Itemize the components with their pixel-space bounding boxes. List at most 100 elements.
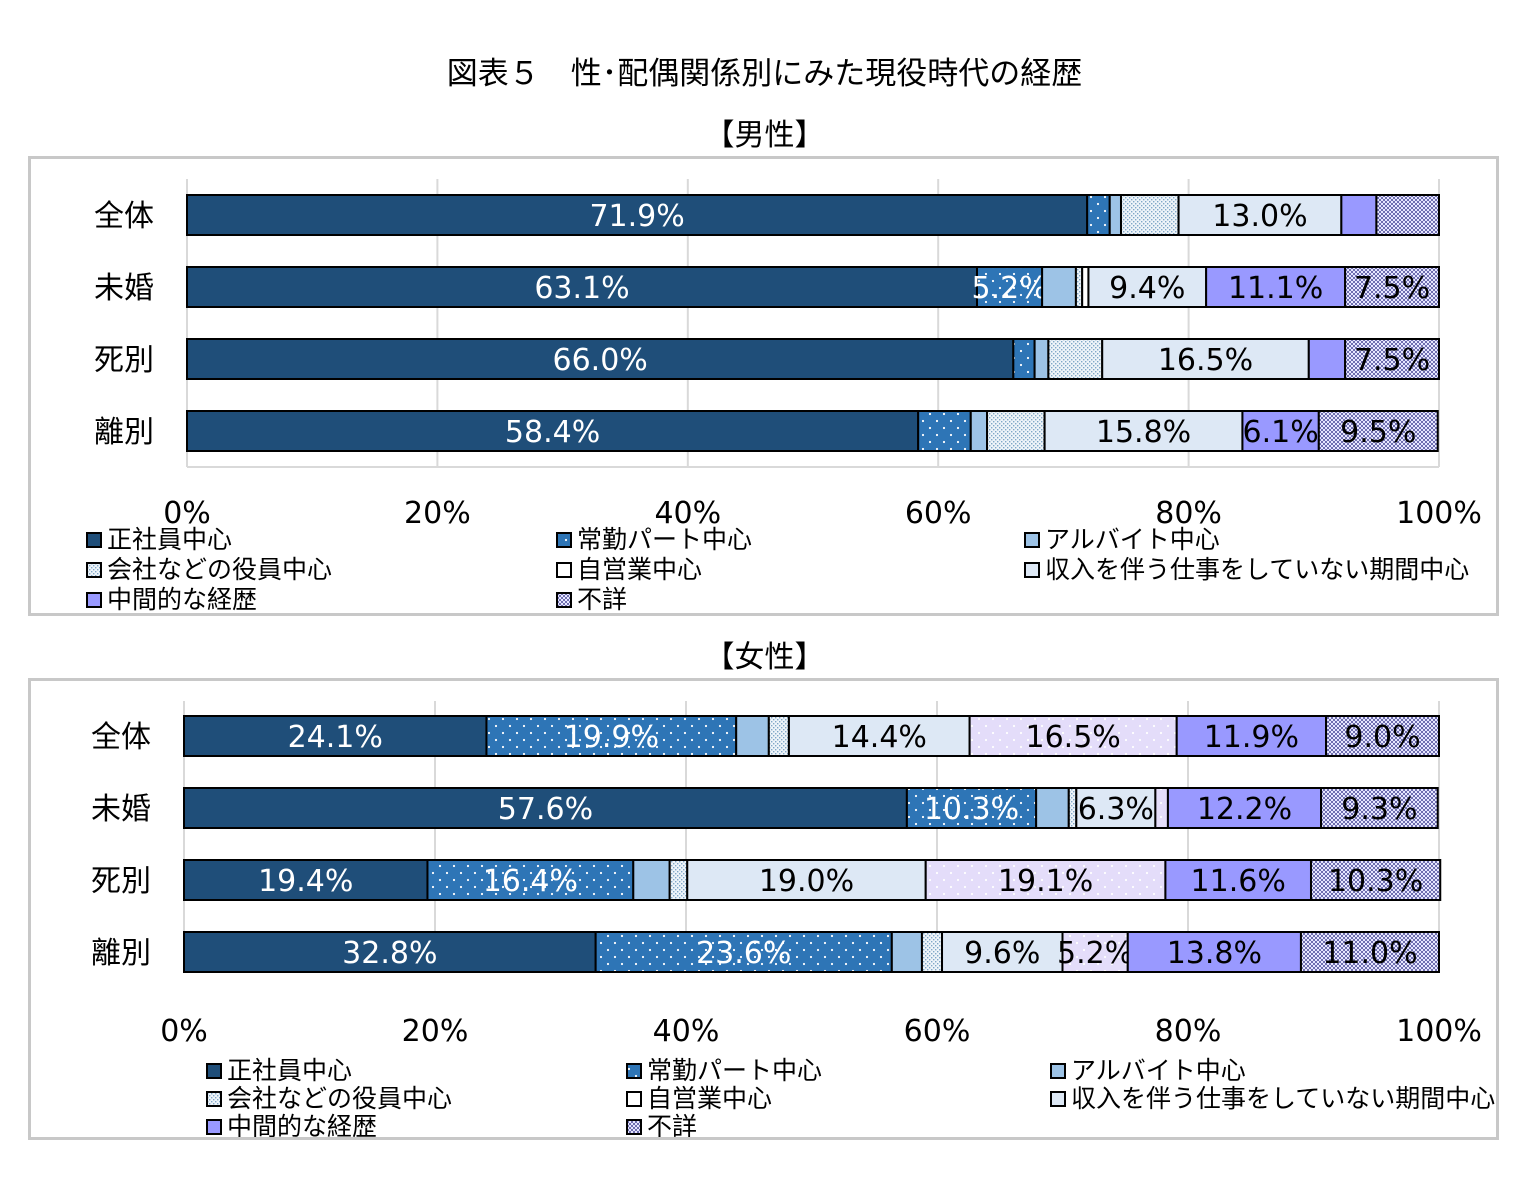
category-label: 未婚 [91,792,151,827]
data-label: 57.6% [498,792,593,827]
data-label: 6.1% [1243,415,1319,450]
bar-segment [1299,931,1440,973]
data-label: 6.3% [1078,792,1154,827]
legend-swatch [556,562,572,578]
data-label: 16.5% [1026,720,1121,755]
category-label: 死別 [94,343,154,378]
bar-segment [183,859,429,901]
legend-label: 収入を伴う仕事をしていない期間中心 [1071,1084,1495,1113]
bar-segment [1375,194,1441,236]
x-tick-label: 60% [905,496,972,531]
legend-label: 中間的な経歴 [107,585,257,613]
legend-label: 会社などの役員中心 [227,1084,452,1113]
legend-swatch [626,1063,642,1079]
bar-segment [1067,787,1078,829]
bar-segment [1320,787,1439,829]
bar-segment [1012,338,1036,380]
data-label: 66.0% [553,343,648,378]
legend-swatch [1024,562,1040,578]
bar-segment [968,715,1178,757]
category-label: 死別 [91,864,151,899]
bar-segment [1325,715,1441,757]
data-label: 16.4% [483,864,578,899]
data-label: 19.0% [759,864,854,899]
legend-swatch [1050,1091,1066,1107]
male-chart-title: 【男性】 [704,118,825,153]
bar-segment [920,931,944,973]
bar-segment [1041,266,1077,308]
x-tick-label: 20% [402,1014,469,1049]
bar-segment [1035,787,1070,829]
bar-segment [1307,338,1347,380]
bar-segment [1108,194,1122,236]
x-tick-label: 60% [904,1014,971,1049]
legend-label: 常勤パート中心 [577,525,752,554]
data-label: 15.8% [1096,415,1191,450]
legend-swatch [556,592,572,608]
data-label: 9.5% [1340,415,1416,450]
legend-swatch [206,1119,222,1135]
bar-segment [767,715,790,757]
bar-segment [1309,859,1442,901]
legend-label: 不詳 [577,585,627,613]
category-label: 未婚 [94,271,154,306]
bar-segment [1043,410,1244,452]
bar-segment [186,338,1015,380]
bar-segment [1241,410,1320,452]
x-tick-label: 0% [160,1014,208,1049]
data-label: 5.2% [971,271,1047,306]
data-label: 7.5% [1354,271,1430,306]
legend-label: アルバイト中心 [1045,525,1220,554]
bar-segment [632,859,671,901]
bar-segment [1061,931,1129,973]
data-label: 11.9% [1204,720,1299,755]
data-label: 13.8% [1167,936,1262,971]
data-label: 10.3% [924,792,1019,827]
x-tick-label: 0% [163,496,211,531]
data-label: 11.1% [1228,271,1323,306]
x-tick-label: 40% [653,1014,720,1049]
legend-label: 収入を伴う仕事をしていない期間中心 [1045,555,1469,584]
female-chart-panel: 0% 20% 40% 60% 80% 100% 全体 24.1% 19.9% 14.4% 16.5%… [28,678,1499,1141]
bar-segment [1340,194,1378,236]
bar-segment [1126,931,1302,973]
legend-swatch [206,1063,222,1079]
data-label: 16.5% [1158,343,1253,378]
data-label: 71.9% [589,199,684,234]
data-label: 5.2% [1057,936,1133,971]
data-label: 63.1% [534,271,629,306]
bar-segment [924,859,1167,901]
x-tick-label: 40% [654,496,721,531]
legend-swatch [86,592,102,608]
bar-segment [186,410,920,452]
legend-swatch [86,532,102,548]
legend-label: 正社員中心 [227,1056,352,1085]
bar-segment [905,787,1038,829]
legend-label: 常勤パート中心 [647,1056,822,1085]
data-label: 11.6% [1191,864,1286,899]
bar-segment [917,410,972,452]
data-label: 13.0% [1212,199,1307,234]
x-tick-label: 80% [1155,496,1222,531]
bar-segment [1047,338,1104,380]
x-tick-label: 80% [1155,1014,1222,1049]
bar-segment [686,859,927,901]
legend-label: 正社員中心 [107,525,232,554]
bar-segment [183,931,597,973]
x-tick-label: 20% [404,496,471,531]
legend-label: 自営業中心 [577,555,702,584]
female-chart-title: 【女性】 [704,640,825,675]
legend-label: アルバイト中心 [1071,1056,1246,1085]
bar-segment [969,410,989,452]
bar-segment [787,715,971,757]
bar-segment [1177,194,1343,236]
figure-title: 図表５ 性･配偶関係別にみた現役時代の経歴 [446,56,1083,92]
female-chart: 0% 20% 40% 60% 80% 100% 全体 24.1% 19.9% 14.4% 16.5%… [91,701,1495,1141]
data-label: 19.1% [998,864,1093,899]
legend-swatch [626,1119,642,1135]
legend-label: 中間的な経歴 [227,1112,377,1137]
data-label: 7.5% [1354,343,1430,378]
data-label: 19.9% [564,720,659,755]
data-label: 14.4% [832,720,927,755]
data-label: 9.6% [964,936,1040,971]
